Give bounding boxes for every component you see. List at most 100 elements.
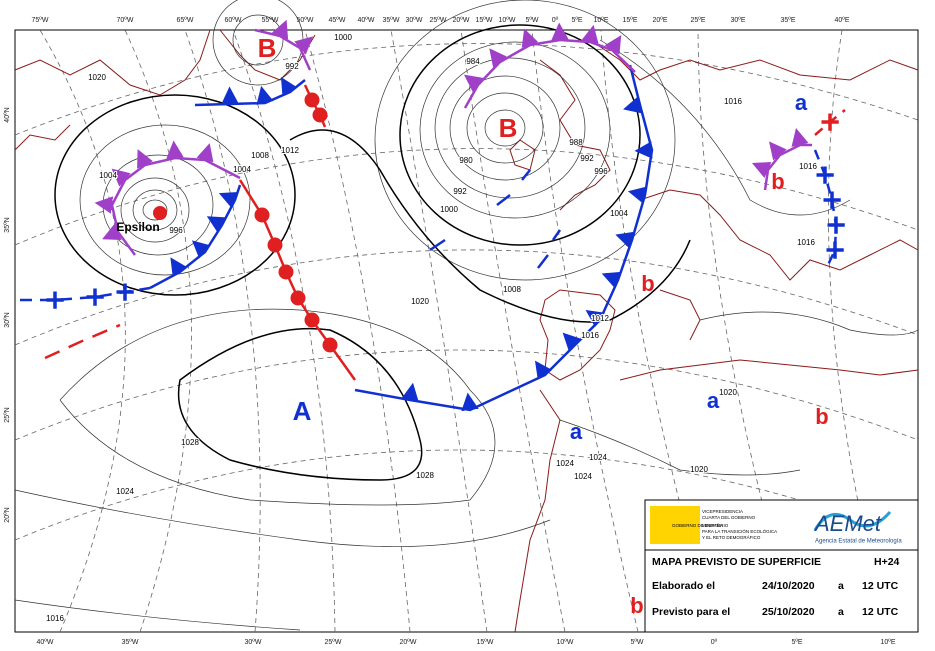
info-cell: Elaborado el [652, 580, 715, 592]
isobar-label: 1024 [556, 459, 574, 468]
lat-label: 20ºN [4, 507, 11, 522]
isobar-label: 1020 [88, 73, 106, 82]
map-title: MAPA PREVISTO DE SUPERFICIE [652, 556, 821, 568]
lon-label: 15ºE [622, 17, 637, 24]
info-cell: 25/10/2020 [762, 606, 815, 618]
isobar-label: 992 [285, 62, 299, 71]
lon-label: 60ºW [225, 17, 242, 24]
gov-text: MINISTERIO [702, 523, 729, 528]
pressure-center: b [771, 169, 784, 194]
isobar-label: 992 [580, 154, 594, 163]
isobar-label: 1028 [416, 471, 434, 480]
isobar-label: 1016 [46, 614, 64, 623]
lon-label: 35ºE [780, 17, 795, 24]
pressure-center: A [293, 396, 312, 426]
isobar-label: 1016 [724, 97, 742, 106]
lon-label: 65ºW [177, 17, 194, 24]
isobar-label: 1004 [610, 209, 628, 218]
aemet-subtitle: Agencia Estatal de Meteorología [815, 539, 902, 545]
isobar-label: 1020 [690, 465, 708, 474]
lat-label: 30ºN [4, 312, 11, 327]
lon-label: 10ºW [499, 17, 516, 24]
isobar-label: 1028 [181, 438, 199, 447]
lon-label: 15ºW [476, 17, 493, 24]
pressure-center: B [258, 33, 277, 63]
gov-text: Y EL RETO DEMOGRÁFICO [702, 534, 761, 540]
isobar-label: 1000 [440, 205, 458, 214]
isobar-label: 1008 [503, 285, 521, 294]
isobar-label: 1016 [797, 238, 815, 247]
isobar-label: 992 [453, 187, 467, 196]
pressure-center: a [707, 388, 720, 413]
lat-label: 25ºN [4, 407, 11, 422]
lon-label: 30ºW [245, 639, 262, 646]
isobar-label: 996 [169, 226, 183, 235]
lon-label: 40ºW [358, 17, 375, 24]
isobar-label: 1020 [411, 297, 429, 306]
lon-label: 25ºW [430, 17, 447, 24]
aemet-logo-swoosh [813, 511, 892, 531]
pressure-center: b [641, 271, 654, 296]
isobar-label: 1008 [251, 151, 269, 160]
lon-label: 35ºW [383, 17, 400, 24]
lon-label: 5ºW [630, 639, 643, 646]
lon-label: 70ºW [117, 17, 134, 24]
pressure-center: b [815, 404, 828, 429]
isobar-label: 980 [459, 156, 473, 165]
info-cell: Previsto para el [652, 606, 730, 618]
lon-label: 75ºW [32, 17, 49, 24]
gov-text: CUARTA DEL GOBIERNO [702, 515, 756, 520]
lon-label: 0º [552, 17, 559, 24]
isobar-label: 1016 [581, 331, 599, 340]
lat-label: 40ºN [4, 107, 11, 122]
pressure-center: b [630, 593, 643, 618]
gov-text: VICEPRESIDENCIA [702, 509, 743, 514]
lon-label: 5ºW [525, 17, 538, 24]
isobar-label: 996 [594, 167, 608, 176]
lon-label: 30ºW [406, 17, 423, 24]
isobar-label: 1024 [589, 453, 607, 462]
lon-label: 45ºW [329, 17, 346, 24]
isobar-label: 1016 [799, 162, 817, 171]
lon-label: 35ºW [122, 639, 139, 646]
lon-label: 40ºE [834, 17, 849, 24]
isobar-label: 984 [466, 57, 480, 66]
info-cell: 12 UTC [862, 580, 899, 592]
isobar-label: 1024 [116, 487, 134, 496]
lon-label: 10ºE [593, 17, 608, 24]
lon-label: 40ºW [37, 639, 54, 646]
pressure-center: a [795, 90, 808, 115]
info-cell: a [838, 606, 844, 618]
gov-text: PARA LA TRANSICIÓN ECOLÓGICA [702, 528, 777, 534]
pressure-center: a [570, 419, 583, 444]
info-cell: a [838, 580, 844, 592]
forecast-range: H+24 [874, 556, 900, 568]
info-cell: 12 UTC [862, 606, 899, 618]
storm-center [153, 206, 167, 220]
isobar-label: 1004 [233, 165, 251, 174]
lon-label: 5ºE [791, 639, 802, 646]
lat-label: 35ºN [4, 217, 11, 232]
isobar-label: 1020 [719, 388, 737, 397]
isobar-label: 1024 [574, 472, 592, 481]
lon-label: 10ºW [557, 639, 574, 646]
lon-label: 20ºW [400, 639, 417, 646]
aemet-logo: AEMet [813, 511, 882, 536]
lon-label: 20ºW [453, 17, 470, 24]
storm-name: Epsilon [116, 220, 159, 234]
isobar-label: 1012 [591, 314, 609, 323]
lon-label: 10ºE [880, 639, 895, 646]
lon-label: 15ºW [477, 639, 494, 646]
lon-label: 30ºE [730, 17, 745, 24]
isobar-label: 988 [569, 138, 583, 147]
lon-label: 20ºE [652, 17, 667, 24]
isobar-label: 1000 [334, 33, 352, 42]
gov-logo-text-area [700, 506, 758, 544]
lon-label: 0º [711, 639, 718, 646]
lon-label: 25ºE [690, 17, 705, 24]
gov-text: GOBIERNO DE ESPAÑA [672, 522, 723, 528]
isobar-label: 1012 [281, 146, 299, 155]
lon-label: 25ºW [325, 639, 342, 646]
